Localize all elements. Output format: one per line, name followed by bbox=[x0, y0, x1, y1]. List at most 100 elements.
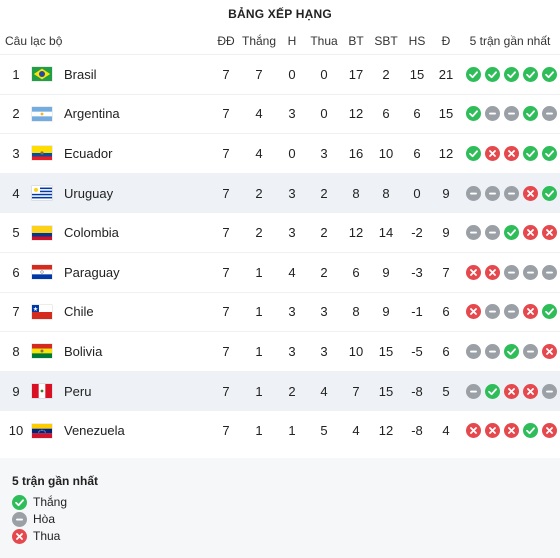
team-cell[interactable]: Bolivia bbox=[32, 331, 212, 372]
loss-icon[interactable] bbox=[523, 383, 538, 399]
points-cell: 5 bbox=[432, 370, 460, 411]
draw-icon[interactable] bbox=[542, 264, 557, 280]
table-row[interactable]: 5 Colombia 7 2 3 2 12 14 -2 9 bbox=[0, 212, 560, 253]
win-icon[interactable] bbox=[504, 343, 519, 359]
table-row[interactable]: 3 Ecuador 7 4 0 3 16 10 6 12 bbox=[0, 133, 560, 174]
loss-icon[interactable] bbox=[542, 225, 557, 241]
draw-icon[interactable] bbox=[485, 106, 500, 122]
played-cell: 7 bbox=[212, 410, 240, 450]
lost-cell: 5 bbox=[306, 410, 342, 450]
draw-icon[interactable] bbox=[523, 264, 538, 280]
header-won: Thắng bbox=[241, 34, 277, 48]
table-row[interactable]: 2 Argentina 7 4 3 0 12 6 6 15 bbox=[0, 93, 560, 134]
team-name: Uruguay bbox=[64, 185, 114, 201]
loss-icon[interactable] bbox=[485, 423, 500, 439]
form-cell bbox=[460, 331, 560, 372]
team-cell[interactable]: Paraguay bbox=[32, 251, 212, 293]
table-row[interactable]: 8 Bolivia 7 1 3 3 10 15 -5 6 bbox=[0, 331, 560, 372]
loss-icon[interactable] bbox=[504, 423, 519, 439]
loss-icon[interactable] bbox=[504, 145, 519, 161]
won-cell: 2 bbox=[240, 212, 278, 253]
rank-cell: 7 bbox=[0, 291, 32, 332]
form-legend: 5 trận gần nhất Thắng Hòa Thua bbox=[0, 457, 560, 558]
won-cell: 1 bbox=[240, 331, 278, 372]
loss-icon[interactable] bbox=[523, 185, 538, 201]
goals-for-cell: 12 bbox=[342, 93, 370, 134]
loss-icon[interactable] bbox=[542, 343, 557, 359]
goal-diff-cell: -2 bbox=[402, 212, 432, 253]
win-icon[interactable] bbox=[504, 225, 519, 241]
table-row[interactable]: 9 Peru 7 1 2 4 7 15 -8 5 bbox=[0, 370, 560, 411]
table-row[interactable]: 6 Paraguay 7 1 4 2 6 9 -3 7 bbox=[0, 251, 560, 293]
team-name: Paraguay bbox=[64, 264, 120, 280]
loss-icon[interactable] bbox=[523, 304, 538, 320]
draw-icon[interactable] bbox=[466, 185, 481, 201]
loss-icon[interactable] bbox=[466, 423, 481, 439]
win-icon[interactable] bbox=[542, 304, 557, 320]
loss-icon[interactable] bbox=[504, 383, 519, 399]
win-icon[interactable] bbox=[523, 145, 538, 161]
draw-cell: 2 bbox=[278, 370, 306, 411]
draw-icon[interactable] bbox=[485, 185, 500, 201]
win-icon[interactable] bbox=[466, 106, 481, 122]
goals-against-cell: 15 bbox=[370, 331, 402, 372]
team-cell[interactable]: Argentina bbox=[32, 93, 212, 134]
win-icon[interactable] bbox=[485, 66, 500, 82]
draw-icon[interactable] bbox=[466, 383, 481, 399]
team-cell[interactable]: Peru bbox=[32, 370, 212, 411]
win-icon[interactable] bbox=[466, 145, 481, 161]
draw-icon[interactable] bbox=[504, 185, 519, 201]
win-icon[interactable] bbox=[542, 185, 557, 201]
win-icon[interactable] bbox=[523, 423, 538, 439]
rank-cell: 4 bbox=[0, 172, 32, 213]
standings-table: Câu lạc bộ ĐĐ Thắng H Thua BT SBT HS Đ 5… bbox=[0, 28, 560, 450]
draw-icon[interactable] bbox=[542, 383, 557, 399]
goals-for-cell: 12 bbox=[342, 212, 370, 253]
draw-icon[interactable] bbox=[523, 343, 538, 359]
team-name: Bolivia bbox=[64, 343, 103, 359]
win-icon[interactable] bbox=[466, 66, 481, 82]
loss-icon[interactable] bbox=[466, 304, 481, 320]
draw-icon[interactable] bbox=[504, 304, 519, 320]
table-row[interactable]: 7 Chile 7 1 3 3 8 9 -1 6 bbox=[0, 291, 560, 332]
draw-icon[interactable] bbox=[485, 304, 500, 320]
points-cell: 15 bbox=[432, 93, 460, 134]
rank-cell: 3 bbox=[0, 133, 32, 174]
team-cell[interactable]: Colombia bbox=[32, 212, 212, 253]
loss-icon[interactable] bbox=[542, 423, 557, 439]
draw-icon[interactable] bbox=[485, 343, 500, 359]
win-icon[interactable] bbox=[542, 145, 557, 161]
lost-cell: 0 bbox=[306, 93, 342, 134]
draw-icon[interactable] bbox=[466, 343, 481, 359]
lost-cell: 2 bbox=[306, 212, 342, 253]
win-icon[interactable] bbox=[485, 383, 500, 399]
goal-diff-cell: 0 bbox=[402, 172, 432, 213]
team-name: Peru bbox=[64, 383, 92, 399]
win-icon[interactable] bbox=[542, 66, 557, 82]
draw-icon[interactable] bbox=[504, 264, 519, 280]
won-cell: 2 bbox=[240, 172, 278, 213]
points-cell: 9 bbox=[432, 212, 460, 253]
loss-icon[interactable] bbox=[485, 145, 500, 161]
team-cell[interactable]: Venezuela bbox=[32, 410, 212, 450]
team-cell[interactable]: Ecuador bbox=[32, 133, 212, 174]
won-cell: 1 bbox=[240, 291, 278, 332]
table-row[interactable]: 1 Brasil 7 7 0 0 17 2 15 21 bbox=[0, 54, 560, 95]
win-icon[interactable] bbox=[523, 106, 538, 122]
won-cell: 7 bbox=[240, 54, 278, 95]
win-icon[interactable] bbox=[523, 66, 538, 82]
win-icon[interactable] bbox=[504, 66, 519, 82]
loss-icon[interactable] bbox=[466, 264, 481, 280]
team-cell[interactable]: Uruguay bbox=[32, 172, 212, 213]
draw-icon[interactable] bbox=[485, 225, 500, 241]
loss-icon[interactable] bbox=[485, 264, 500, 280]
draw-icon[interactable] bbox=[504, 106, 519, 122]
draw-icon[interactable] bbox=[542, 106, 557, 122]
team-cell[interactable]: Chile bbox=[32, 291, 212, 332]
team-cell[interactable]: Brasil bbox=[32, 54, 212, 95]
table-row[interactable]: 4 Uruguay 7 2 3 2 8 8 0 9 bbox=[0, 172, 560, 213]
header-lost: Thua bbox=[310, 34, 338, 48]
loss-icon[interactable] bbox=[523, 225, 538, 241]
table-row[interactable]: 10 Venezuela 7 1 1 5 4 12 -8 4 bbox=[0, 410, 560, 450]
draw-icon[interactable] bbox=[466, 225, 481, 241]
